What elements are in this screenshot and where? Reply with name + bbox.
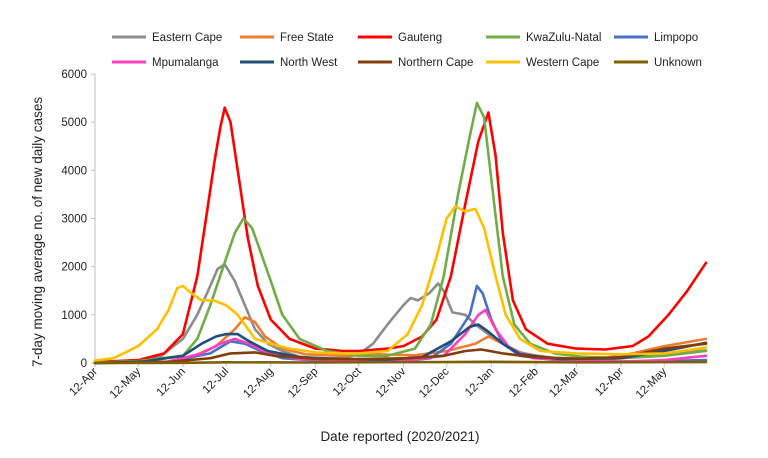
series-lines bbox=[93, 101, 708, 365]
series-line-gauteng bbox=[93, 106, 708, 364]
legend-label: Free State bbox=[280, 32, 334, 44]
y-tick-label: 5000 bbox=[61, 117, 87, 129]
y-tick-label: 2000 bbox=[61, 262, 87, 274]
x-tick-label: 12-Dec bbox=[417, 365, 452, 400]
legend-label: North West bbox=[280, 57, 338, 69]
y-tick-label: 1000 bbox=[61, 310, 87, 322]
series-line-unknown bbox=[93, 360, 708, 365]
y-tick-label: 3000 bbox=[61, 214, 87, 226]
legend-item: Western Cape bbox=[486, 57, 599, 69]
legend-item: Northern Cape bbox=[358, 57, 473, 69]
y-axis-ticks: 0 1000 2000 3000 4000 5000 6000 bbox=[61, 69, 95, 370]
legend-item: Unknown bbox=[614, 57, 702, 69]
y-axis-title: 7-day moving average no. of new daily ca… bbox=[30, 97, 45, 367]
x-tick-label: 12-Apr bbox=[593, 366, 626, 399]
x-tick-label: 12-May bbox=[108, 365, 144, 401]
legend-item: Limpopo bbox=[614, 32, 698, 44]
legend-item: Free State bbox=[240, 32, 334, 44]
legend-label: KwaZulu-Natal bbox=[526, 32, 601, 44]
x-tick-label: 12-Nov bbox=[374, 365, 409, 400]
x-tick-label: 12-Feb bbox=[507, 366, 541, 400]
x-axis-ticks: 12-Apr 12-May 12-Jun 12-Jul 12-Aug 12-Sep 12-O… bbox=[67, 363, 669, 401]
legend-item: North West bbox=[240, 57, 338, 69]
x-tick-label: 12-Mar bbox=[547, 366, 581, 400]
x-tick-label: 12-Aug bbox=[241, 366, 276, 401]
series-line-kwazulu-natal bbox=[93, 101, 708, 364]
legend-label: Western Cape bbox=[526, 57, 599, 69]
x-tick-label: 12-Apr bbox=[67, 366, 100, 399]
legend-item: Mpumalanga bbox=[112, 57, 219, 69]
x-axis-title: Date reported (2020/2021) bbox=[320, 429, 479, 444]
x-tick-label: 12-May bbox=[634, 365, 670, 401]
legend-label: Unknown bbox=[654, 57, 702, 69]
series-line-western-cape bbox=[93, 205, 708, 362]
x-tick-label: 12-Jan bbox=[463, 366, 496, 399]
y-tick-label: 6000 bbox=[61, 69, 87, 81]
x-tick-label: 12-Oct bbox=[331, 365, 364, 398]
legend-item: KwaZulu-Natal bbox=[486, 32, 601, 44]
y-tick-label: 4000 bbox=[61, 165, 87, 177]
legend-label: Gauteng bbox=[398, 32, 442, 44]
y-tick-label: 0 bbox=[81, 358, 87, 370]
legend-label: Northern Cape bbox=[398, 57, 473, 69]
legend-item: Eastern Cape bbox=[112, 32, 222, 44]
legend-label: Eastern Cape bbox=[152, 32, 222, 44]
x-tick-label: 12-Jun bbox=[155, 366, 188, 399]
x-tick-label: 12-Jul bbox=[201, 366, 232, 397]
x-tick-label: 12-Sep bbox=[286, 366, 321, 401]
legend: Eastern Cape Free State Gauteng KwaZulu-Nat… bbox=[112, 32, 702, 69]
legend-label: Limpopo bbox=[654, 32, 698, 44]
legend-label: Mpumalanga bbox=[152, 57, 219, 69]
legend-item: Gauteng bbox=[358, 32, 442, 44]
series-line-northern-cape bbox=[93, 342, 708, 365]
